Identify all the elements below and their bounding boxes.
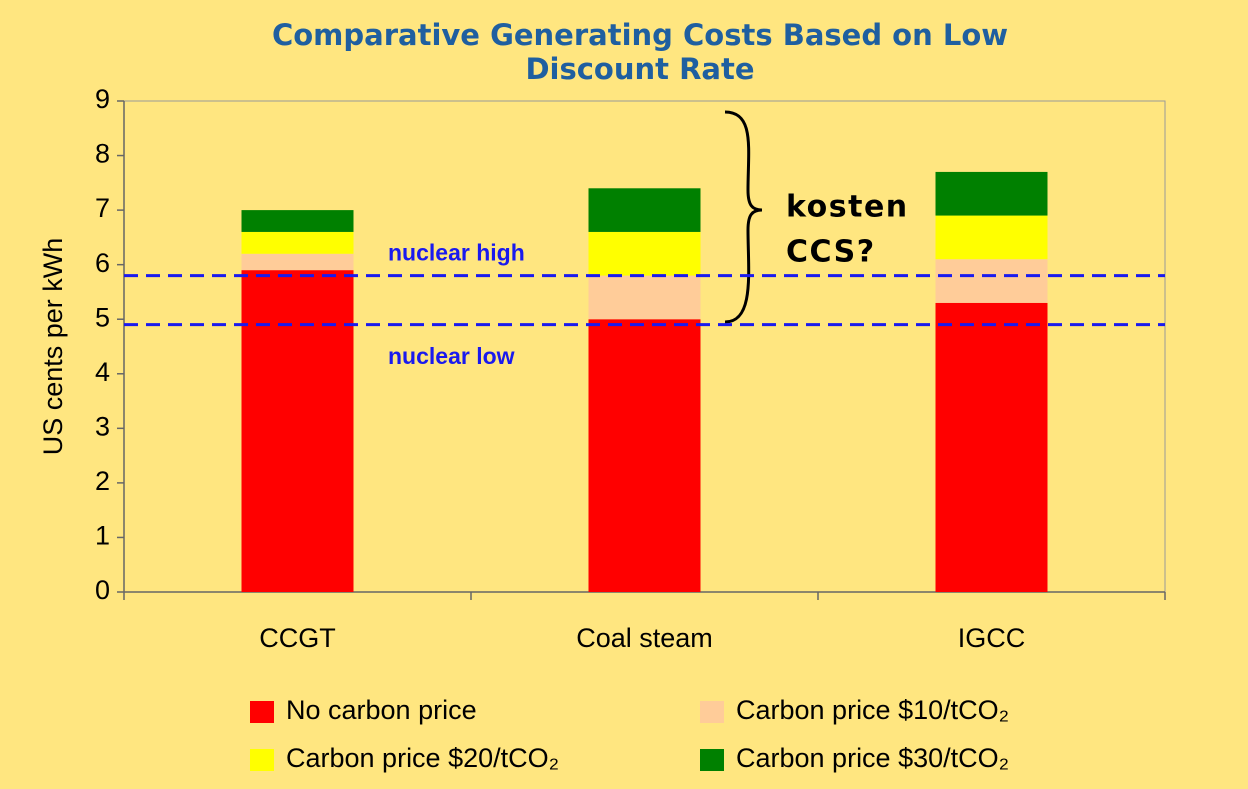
bar-segment [241, 270, 354, 592]
x-tick-label: CCGT [259, 623, 336, 653]
y-tick-label: 4 [95, 357, 110, 387]
legend-swatch [700, 701, 724, 723]
x-tick-label: IGCC [958, 623, 1026, 653]
legend-label: Carbon price $30/tCO₂ [736, 743, 1009, 773]
y-tick-label: 6 [95, 248, 110, 278]
bar-segment [241, 210, 354, 232]
y-axis-label: US cents per kWh [38, 238, 68, 456]
bar-segment [935, 259, 1048, 303]
bar-segment [935, 171, 1048, 216]
brace [724, 110, 763, 324]
bar-segment [241, 231, 354, 254]
legend-swatch [250, 749, 274, 771]
bar-segment [935, 215, 1048, 260]
legend-swatch [700, 749, 724, 771]
bar-segment [588, 231, 701, 276]
y-tick-label: 3 [95, 411, 110, 441]
legend-swatch [250, 701, 274, 723]
y-tick-label: 9 [95, 84, 110, 114]
bar-segment [588, 319, 701, 592]
bar-segment [241, 253, 354, 271]
y-tick-label: 5 [95, 302, 110, 332]
legend-label: Carbon price $20/tCO₂ [286, 743, 559, 773]
reference-label: nuclear high [388, 240, 525, 266]
bar-segment [588, 188, 701, 232]
reference-label: nuclear low [388, 343, 515, 369]
y-tick-label: 7 [95, 193, 110, 223]
legend-label: No carbon price [286, 695, 477, 725]
y-tick-label: 2 [95, 466, 110, 496]
y-tick-label: 0 [95, 575, 110, 605]
annotation: CCS? [786, 235, 876, 270]
chart-title: Comparative Generating Costs Based on Lo… [271, 18, 1009, 86]
bar-segment [935, 302, 1048, 592]
legend-label: Carbon price $10/tCO₂ [736, 695, 1009, 725]
x-tick-label: Coal steam [576, 623, 713, 653]
annotation: kosten [786, 190, 909, 225]
bar-segment [588, 275, 701, 320]
y-tick-label: 8 [95, 139, 110, 169]
y-tick-label: 1 [95, 521, 110, 551]
